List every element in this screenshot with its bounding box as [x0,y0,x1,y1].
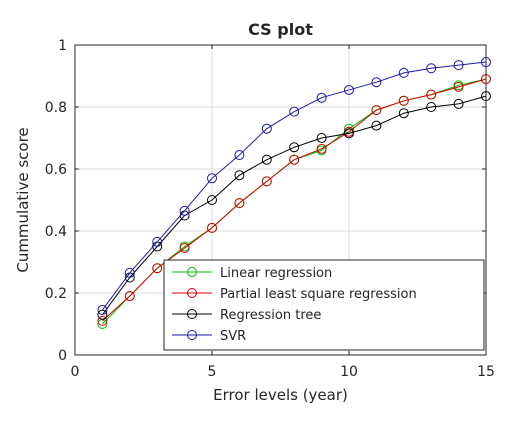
y-tick-label: 1 [58,38,67,54]
y-tick-label: 0.6 [45,162,67,178]
y-tick-label: 0.8 [45,100,67,116]
x-tick-label: 0 [71,364,80,380]
legend-label: SVR [220,329,246,344]
legend-label: Partial least square regression [220,287,417,302]
chart-title: CS plot [248,20,313,39]
y-axis-label: Cummulative score [14,127,32,272]
x-tick-label: 5 [208,364,217,380]
y-tick-label: 0.4 [45,224,67,240]
y-tick-label: 0.2 [45,286,67,302]
x-tick-label: 10 [340,364,358,380]
x-axis-label: Error levels (year) [213,386,348,404]
legend-label: Regression tree [220,308,321,323]
x-tick-label: 15 [477,364,495,380]
legend: Linear regression Partial least square re… [164,260,484,350]
y-tick-label: 0 [58,348,67,364]
legend-label: Linear regression [220,266,332,281]
